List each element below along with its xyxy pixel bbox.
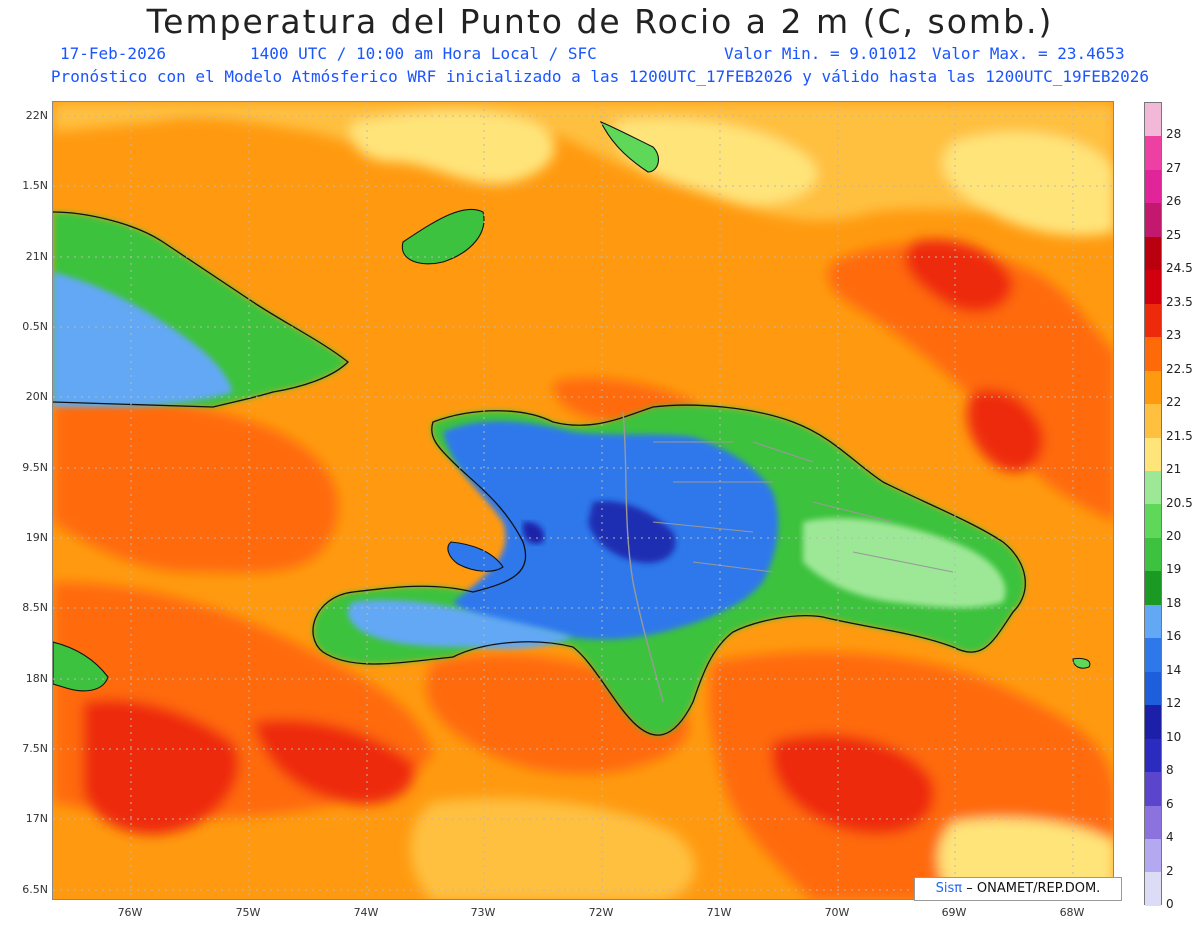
- colorbar-segment: [1145, 470, 1161, 505]
- colorbar-segment: [1145, 504, 1161, 538]
- lat-label: 19N: [25, 531, 48, 544]
- sispi-logo: Sisπ: [935, 881, 963, 896]
- colorbar-tick-label: 6: [1166, 796, 1174, 811]
- colorbar-segment: [1145, 103, 1161, 137]
- colorbar-tick-label: 8: [1166, 763, 1174, 778]
- colorbar-tick-label: 4: [1166, 830, 1174, 845]
- colorbar-tick-label: 20.5: [1166, 495, 1193, 510]
- colorbar-segment: [1145, 571, 1161, 605]
- chart-title: Temperatura del Punto de Rocio a 2 m (C,…: [146, 2, 1054, 41]
- cuba-landmass: [53, 211, 349, 408]
- colorbar-segment: [1145, 705, 1161, 739]
- model-info: Pronóstico con el Modelo Atmósferico WRF…: [50, 67, 1150, 86]
- colorbar-tick-label: 27: [1166, 160, 1182, 175]
- colorbar-segment: [1145, 404, 1161, 438]
- colorbar-tick-label: 14: [1166, 662, 1182, 677]
- jamaica-island: [53, 641, 109, 692]
- lat-label: 20N: [25, 390, 48, 403]
- colorbar-tick-label: 25: [1166, 227, 1182, 242]
- colorbar: [1144, 102, 1162, 906]
- lon-label: 70W: [824, 906, 850, 919]
- colorbar-segment: [1145, 638, 1161, 672]
- north-light-zone: [53, 102, 1113, 221]
- lat-label: 17N: [25, 812, 48, 825]
- south-light-zone: [410, 798, 695, 899]
- colorbar-segment: [1145, 136, 1161, 170]
- colorbar-tick-label: 0: [1166, 897, 1174, 911]
- credit-box: Sisπ – ONAMET/REP.DOM.: [914, 877, 1122, 901]
- colorbar-tick-label: 22: [1166, 395, 1182, 410]
- dewpoint-map: [52, 101, 1114, 900]
- colorbar-segment: [1145, 337, 1161, 371]
- lon-label: 73W: [470, 906, 496, 919]
- east-yellow-zone: [942, 132, 1113, 236]
- lon-label: 75W: [235, 906, 261, 919]
- colorbar-tick-label: 21: [1166, 462, 1182, 477]
- colorbar-tick-label: 18: [1166, 595, 1182, 610]
- north-yellow-zone: [350, 110, 555, 185]
- colorbar-segment: [1145, 270, 1161, 304]
- colorbar-segment: [1145, 772, 1161, 806]
- colorbar-segment: [1145, 370, 1161, 405]
- colorbar-segment: [1145, 872, 1161, 906]
- gonave-island: [447, 541, 504, 572]
- colorbar-tick-label: 21.5: [1166, 428, 1193, 443]
- south-deep-red: [253, 719, 415, 805]
- lat-label: 1.5N: [22, 179, 48, 192]
- colorbar-segment: [1145, 169, 1161, 204]
- colorbar-tick-label: 23.5: [1166, 294, 1193, 309]
- colorbar-tick-label: 28: [1166, 127, 1182, 142]
- colorbar-tick-label: 2: [1166, 863, 1174, 878]
- date-label: 17-Feb-2026: [60, 44, 166, 63]
- lon-label: 74W: [353, 906, 379, 919]
- colorbar-tick-label: 16: [1166, 629, 1182, 644]
- colorbar-tick-label: 22.5: [1166, 361, 1193, 376]
- credit-text: – ONAMET/REP.DOM.: [966, 881, 1101, 896]
- colorbar-segment: [1145, 805, 1161, 839]
- east-deep-red-zone-2: [967, 389, 1044, 473]
- southwest-deep-red: [83, 699, 240, 835]
- colorbar-segment: [1145, 437, 1161, 471]
- bahamas-islands: [401, 120, 659, 265]
- lon-label: 69W: [941, 906, 967, 919]
- lon-label: 72W: [588, 906, 614, 919]
- east-deep-red-zone: [904, 239, 1013, 313]
- colorbar-tick-label: 10: [1166, 729, 1182, 744]
- colorbar-segment: [1145, 203, 1161, 237]
- colorbar-segment: [1145, 838, 1161, 873]
- lat-label: 18N: [25, 672, 48, 685]
- puerto-rico-edge: [1072, 657, 1091, 669]
- colorbar-tick-label: 19: [1166, 562, 1182, 577]
- colorbar-tick-label: 12: [1166, 696, 1182, 711]
- colorbar-tick-label: 26: [1166, 194, 1182, 209]
- lat-label: 0.5N: [22, 320, 48, 333]
- lat-label: 8.5N: [22, 601, 48, 614]
- colorbar-tick-label: 20: [1166, 528, 1182, 543]
- colorbar-tick-label: 24.5: [1166, 261, 1193, 276]
- min-value-label: Valor Min. = 9.01012: [724, 44, 917, 63]
- northeast-yellow-zone: [613, 118, 817, 205]
- lon-label: 68W: [1059, 906, 1085, 919]
- lat-label: 22N: [25, 109, 48, 122]
- lat-label: 7.5N: [22, 742, 48, 755]
- max-value-label: Valor Max. = 23.4653: [932, 44, 1125, 63]
- valid-time-label: 1400 UTC / 10:00 am Hora Local / SFC: [250, 44, 597, 63]
- colorbar-segment: [1145, 671, 1161, 706]
- colorbar-segment: [1145, 738, 1161, 773]
- lon-label: 71W: [706, 906, 732, 919]
- colorbar-segment: [1145, 236, 1161, 271]
- colorbar-segment: [1145, 604, 1161, 639]
- lat-label: 9.5N: [22, 461, 48, 474]
- lat-label: 21N: [25, 250, 48, 263]
- lat-label: 6.5N: [22, 883, 48, 896]
- colorbar-segment: [1145, 303, 1161, 338]
- colorbar-tick-label: 23: [1166, 328, 1182, 343]
- map-gridlines: [53, 102, 1113, 899]
- southeast-deep-red: [771, 734, 935, 835]
- colorbar-segment: [1145, 537, 1161, 572]
- west-red-zone: [53, 398, 339, 573]
- lon-label: 76W: [117, 906, 143, 919]
